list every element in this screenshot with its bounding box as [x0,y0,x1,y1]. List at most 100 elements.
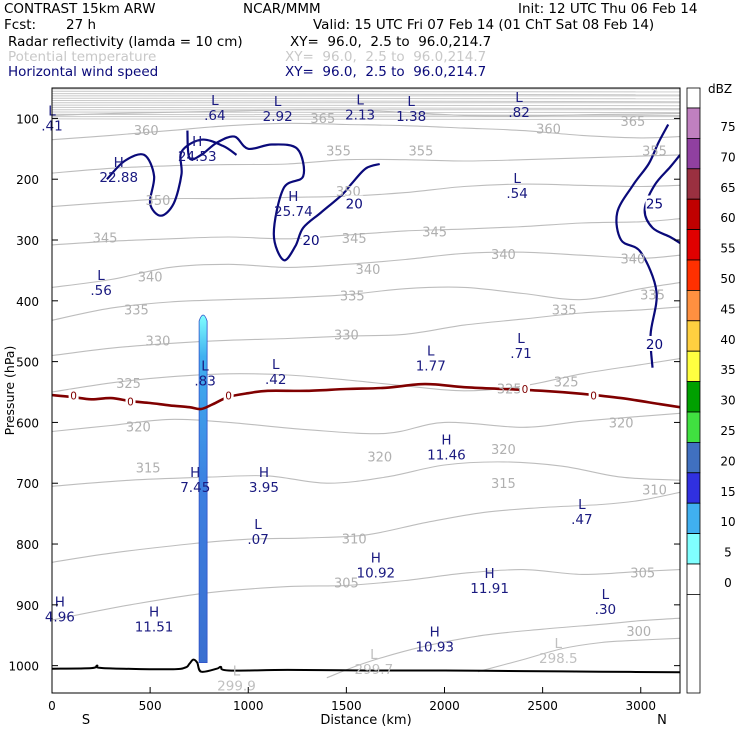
hl-marker-letter: L [356,92,364,108]
hl-marker-letter: L [578,497,586,513]
theta-label: 330 [146,334,171,349]
zero-label-bg [519,382,530,394]
theta-contour [52,122,680,141]
colorbar-swatch [686,533,701,565]
org-label: NCAR/MMM [243,1,321,17]
theta-contour [477,637,680,673]
colorbar-label: 0 [724,576,732,590]
fcst-value: 27 h [66,17,97,33]
hl-marker-value: 24.53 [178,149,217,165]
hl-marker-letter: H [485,566,495,582]
hl-marker-letter: H [114,155,124,171]
hl-marker-letter: L [274,94,282,110]
hl-marker-value: 1.38 [396,109,426,125]
hl-marker-value: 10.93 [415,639,454,655]
theta-contour [52,154,680,174]
colorbar-label: 30 [720,394,735,408]
hl-marker-value: .07 [247,532,268,548]
colorbar-swatch [686,259,701,291]
x-tick-label: 1000 [233,699,264,713]
colorbar-swatch [686,411,701,443]
colorbar-label: 50 [720,272,735,286]
zero-label-bg [588,389,599,401]
wind-speed-contour [615,123,670,368]
colorbar-swatch [686,320,701,352]
y-tick-label: 100 [16,112,39,126]
theta-label: 325 [116,377,141,392]
x-axis-label: Distance (km) [320,713,411,728]
theta-label: 325 [554,376,579,391]
theta-label: 330 [334,328,359,343]
theta-label: 335 [124,303,149,318]
x-tick-label: 1500 [331,699,362,713]
x-tick-label: 500 [139,699,162,713]
theta-label: 300 [626,625,651,640]
hl-marker-letter: L [272,357,280,373]
y-axis-label: Pressure (hPa) [2,346,17,436]
colorbar-label: 15 [720,485,735,499]
hl-marker-value: 4.96 [45,610,75,626]
theta-contour [52,569,680,621]
terrain-line [52,658,680,674]
y-tick-label: 700 [16,477,39,491]
colorbar-label: 10 [720,515,735,529]
wind-label-bg [345,195,364,211]
wind-label-bg [645,335,664,351]
hl-marker-value: 7.45 [180,480,210,496]
y-tick-label: 600 [16,416,39,430]
zero-line-label: 0 [522,384,529,396]
hl-marker-value: 3.95 [249,480,279,496]
hl-marker-letter: L [233,663,241,679]
colorbar-label: 65 [720,181,735,195]
reflectivity-column [198,314,208,663]
hl-marker-letter: L [513,171,521,187]
hl-marker-letter: H [259,465,269,481]
hl-marker-value: .42 [265,372,286,388]
theta-band-line [52,93,680,96]
theta-label: 360 [536,123,561,138]
theta-label: 320 [491,443,516,458]
y-tick-label: 900 [16,599,39,613]
colorbar-bottom-cap [686,594,701,694]
theta-label: 345 [342,232,367,247]
theta-contour [52,251,680,288]
hl-marker-value: .54 [506,186,527,202]
field-xy-reflectivity: XY= 96.0, 2.5 to 96.0,214.7 [290,34,492,50]
theta-contour [52,306,680,357]
colorbar-swatch [686,229,701,261]
theta-label: 345 [93,232,118,247]
theta-label: 315 [491,477,516,492]
hl-marker-letter: L [370,647,378,663]
zero-line-label: 0 [70,391,77,403]
hl-marker-value: .71 [510,346,531,362]
theta-label: 340 [356,263,381,278]
wind-speed-label: 20 [346,197,363,213]
hl-marker-value: 11.91 [470,581,509,597]
field-name-reflectivity: Radar reflectivity (lamda = 10 cm) [8,34,243,50]
colorbar-label: 45 [720,302,735,316]
colorbar-swatch [686,381,701,413]
colorbar-swatch [686,502,701,535]
colorbar-swatch [686,198,701,230]
colorbar-label: 35 [720,363,735,377]
theta-band-line [52,97,680,100]
y-tick-label: 400 [16,295,39,309]
colorbar-swatch [686,107,701,139]
hl-marker-value: 1.77 [416,359,446,375]
model-title: CONTRAST 15km ARW [4,1,156,17]
theta-contour [52,461,680,487]
colorbar-swatch [686,441,701,474]
hl-marker-letter: H [441,432,451,448]
hl-marker-letter: L [515,90,523,106]
y-tick-label: 1000 [8,660,39,674]
theta-label: 325 [497,382,522,397]
y-tick-label: 500 [16,356,39,370]
theta-label: 310 [342,533,367,548]
zero-label-bg [125,395,136,407]
hl-marker-value: 299.7 [355,662,394,678]
colorbar-label: 60 [720,211,735,225]
hl-marker-value: .47 [571,512,592,528]
theta-label: 365 [310,112,335,127]
colorbar-swatch [686,137,701,170]
